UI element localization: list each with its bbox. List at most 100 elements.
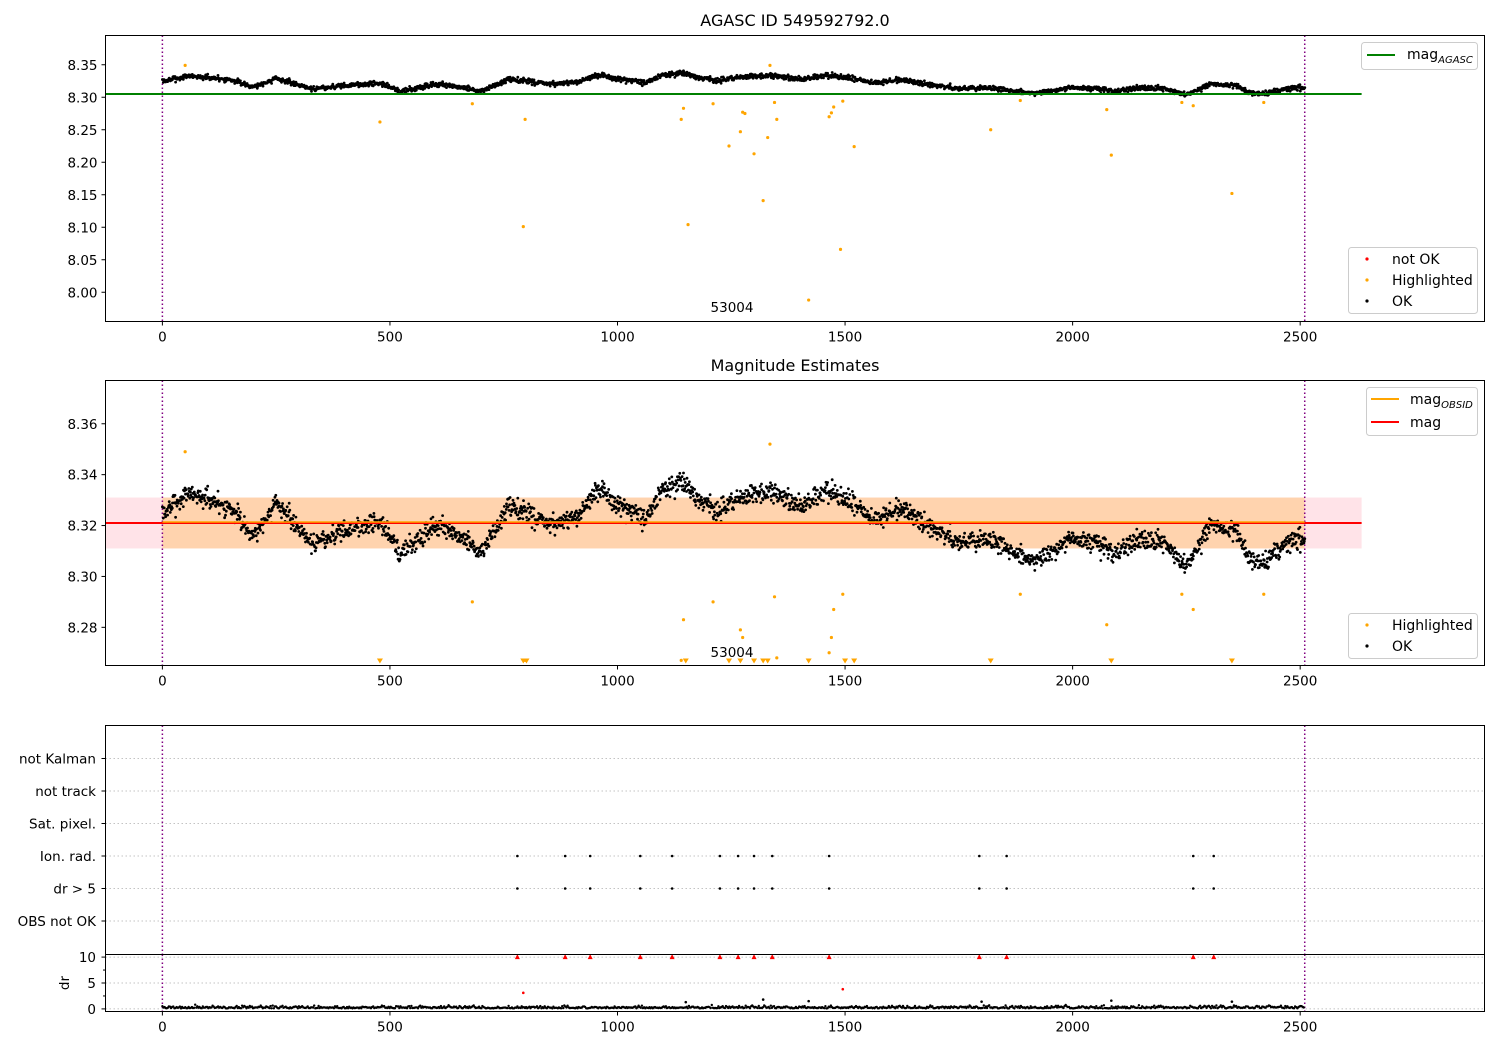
ok-point [527, 517, 531, 521]
ok-point [1172, 555, 1175, 559]
ok-point [280, 516, 283, 520]
ok-point [289, 527, 293, 531]
ok-point [1264, 549, 1267, 553]
highlighted-point [827, 651, 831, 655]
ok-point [868, 516, 872, 519]
ok-point [1049, 545, 1053, 549]
ok-point [685, 476, 689, 480]
x-tick-label: 1500 [828, 674, 862, 690]
ok-point [404, 553, 408, 556]
ok-point [1009, 544, 1013, 547]
ok-point [877, 511, 880, 515]
ok-point [421, 544, 425, 548]
highlighted-point [679, 117, 683, 121]
ok-point [567, 527, 570, 530]
ok-point [460, 539, 464, 542]
ok-point [617, 507, 621, 510]
ok-point [1099, 548, 1103, 552]
ok-point [766, 495, 770, 499]
ok-point [1236, 524, 1240, 527]
ok-point [1257, 554, 1261, 557]
ok-point [863, 508, 867, 511]
ok-point [1302, 539, 1306, 543]
ok-point [382, 530, 386, 533]
highlighted-point [686, 223, 690, 227]
ok-point [835, 489, 839, 492]
ok-point [617, 509, 620, 513]
ok-point [793, 508, 796, 512]
ok-point [503, 511, 507, 515]
ok-point [837, 77, 841, 81]
ok-point [963, 84, 966, 88]
ok-point [1104, 537, 1107, 541]
flag-point [638, 854, 642, 858]
ok-point [297, 530, 301, 533]
ok-point [712, 505, 716, 509]
ok-point [445, 537, 448, 540]
ok-point [436, 524, 440, 527]
ok-point [288, 508, 292, 512]
ok-point [522, 499, 525, 502]
ok-point [205, 501, 209, 505]
ok-point [931, 534, 934, 538]
ok-point [1177, 559, 1181, 563]
ok-point [543, 524, 547, 528]
x-tick-label: 2000 [1055, 330, 1089, 346]
ok-point [265, 518, 269, 522]
ok-point [504, 508, 508, 511]
ok-point [1102, 552, 1106, 556]
ok-point [640, 529, 644, 533]
ok-point [170, 506, 174, 510]
ok-point [1273, 547, 1276, 551]
ok-point [493, 535, 497, 539]
ok-point [1047, 545, 1050, 548]
ok-point [430, 533, 433, 536]
ok-point [859, 504, 863, 507]
ok-point [508, 75, 512, 79]
ok-point [1050, 558, 1054, 561]
ok-point [181, 505, 185, 508]
ok-point [1087, 546, 1090, 550]
ok-point [885, 517, 889, 520]
ok-point [505, 502, 508, 506]
ok-point [1118, 556, 1122, 560]
ok-point [830, 71, 834, 74]
ok-point [175, 504, 179, 508]
ok-point [679, 479, 683, 482]
offscale-marker [842, 658, 849, 664]
ok-point [1119, 551, 1122, 555]
ok-point [439, 527, 443, 531]
ok-point [949, 534, 952, 538]
ok-point [1042, 88, 1046, 92]
ok-point [314, 546, 318, 550]
ok-point [1161, 89, 1165, 93]
ok-point [1298, 525, 1302, 529]
legend-highlighted-label: Highlighted [1392, 273, 1473, 289]
ok-point [813, 486, 817, 489]
ok-point [588, 507, 592, 510]
ok-point [1161, 551, 1165, 555]
ok-point [760, 482, 763, 486]
ok-point [996, 552, 1000, 556]
ok-point [339, 540, 343, 543]
ok-point [360, 529, 363, 533]
ok-point [785, 496, 789, 500]
ok-point [997, 546, 1001, 549]
flag-point [588, 887, 592, 890]
ok-point [294, 529, 297, 533]
ok-point [870, 507, 873, 510]
ok-point [947, 537, 951, 540]
y-tick-label: 8.25 [67, 123, 97, 139]
ok-point [804, 508, 807, 512]
ok-point [1298, 534, 1301, 538]
ok-point [642, 79, 646, 82]
ok-point [1200, 552, 1203, 556]
ok-point [758, 490, 762, 494]
ok-point [1177, 552, 1181, 556]
ok-point [1021, 562, 1025, 565]
ok-point [789, 508, 792, 511]
ok-point [602, 482, 606, 486]
flag-point [718, 854, 722, 858]
ok-point [532, 514, 535, 517]
ok-point [1251, 552, 1255, 555]
